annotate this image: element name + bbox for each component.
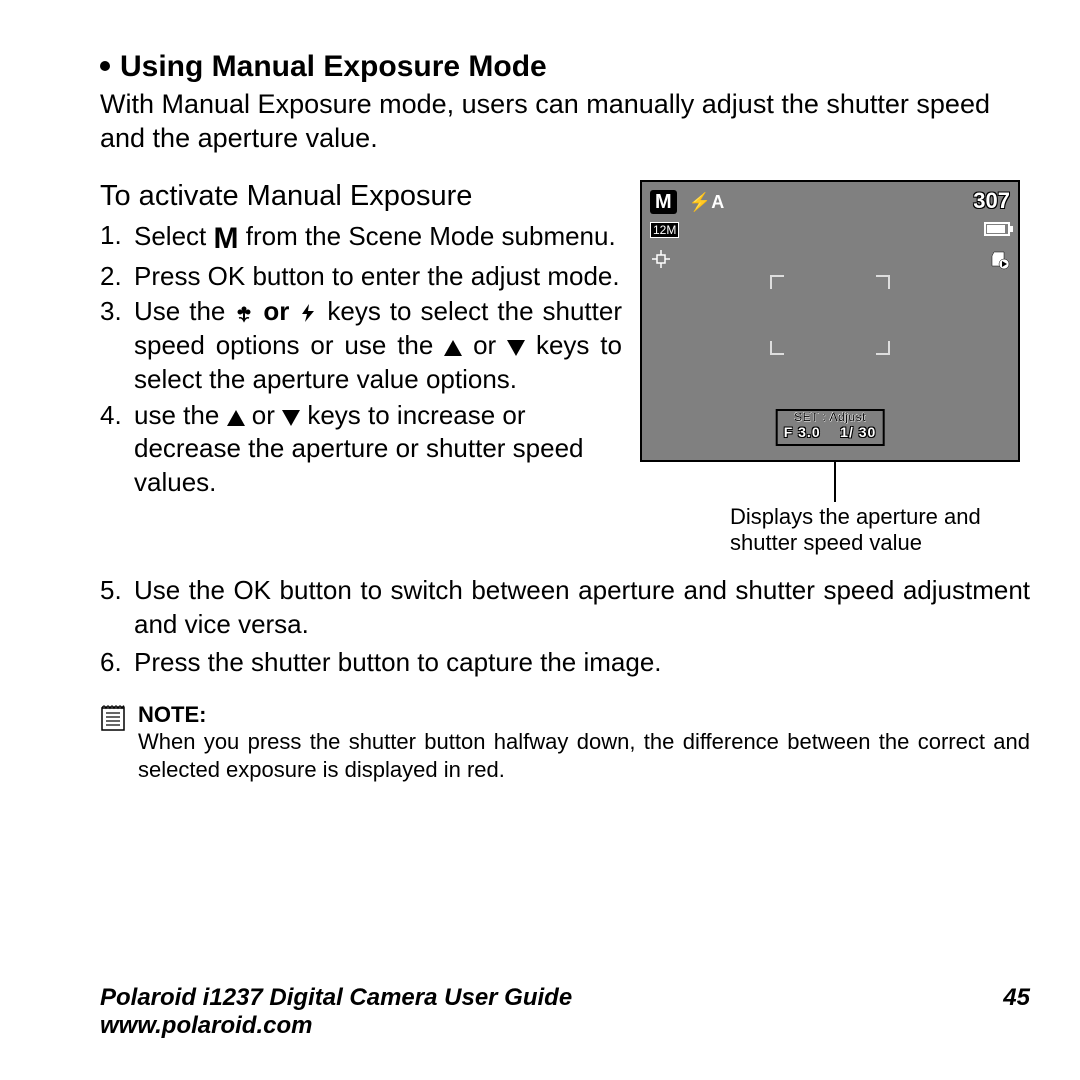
step-body: Use the OK button to switch between aper…	[134, 574, 1030, 642]
note-block: NOTE: When you press the shutter button …	[100, 702, 1030, 785]
battery-icon	[984, 222, 1010, 236]
lcd-right-icons	[984, 222, 1010, 236]
step-body: Select M from the Scene Mode submenu.	[134, 219, 622, 258]
set-adjust-label: SET : Adjust	[784, 411, 877, 423]
stabilizer-icon	[650, 248, 672, 275]
footer-left: Polaroid i1237 Digital Camera User Guide…	[100, 984, 572, 1040]
intro-paragraph: With Manual Exposure mode, users can man…	[100, 88, 1030, 156]
exposure-values: F 3.0 1/ 30	[784, 424, 877, 440]
macro-icon	[234, 303, 254, 323]
step-body: use the or keys to increase or decrease …	[134, 399, 622, 500]
step-3: 3. Use the or keys to select the shutter…	[100, 295, 622, 396]
section-heading: Using Manual Exposure Mode	[100, 50, 1030, 84]
step-number: 3.	[100, 295, 134, 396]
up-arrow-icon	[444, 340, 462, 356]
footer-title: Polaroid i1237 Digital Camera User Guide	[100, 984, 572, 1012]
memory-card-icon	[988, 248, 1010, 275]
step-body: Press the shutter button to capture the …	[134, 646, 1030, 680]
focus-brackets	[770, 275, 890, 355]
callout-line	[834, 462, 836, 502]
shot-count: 307	[973, 188, 1010, 214]
manual-page: Using Manual Exposure Mode With Manual E…	[0, 0, 1080, 1080]
step-body: Press OK button to enter the adjust mode…	[134, 260, 622, 294]
down-arrow-icon	[282, 410, 300, 426]
step-4: 4. use the or keys to increase or decrea…	[100, 399, 622, 500]
step-number: 5.	[100, 574, 134, 642]
step-2: 2. Press OK button to enter the adjust m…	[100, 260, 622, 294]
page-footer: Polaroid i1237 Digital Camera User Guide…	[100, 984, 1030, 1040]
mode-m-icon: M	[214, 222, 239, 255]
steps-list-2: 5. Use the OK button to switch between a…	[100, 574, 1030, 679]
step-body: Use the or keys to select the shutter sp…	[134, 295, 622, 396]
flash-icon	[298, 303, 318, 323]
page-number: 45	[1003, 984, 1030, 1040]
step-number: 4.	[100, 399, 134, 500]
lcd-topbar: M ⚡A 307	[650, 188, 1010, 214]
down-arrow-icon	[507, 340, 525, 356]
exposure-values-box: SET : Adjust F 3.0 1/ 30	[776, 409, 885, 446]
flash-indicator: ⚡A	[689, 192, 724, 212]
up-arrow-icon	[227, 410, 245, 426]
megapixel-indicator: 12M	[650, 222, 679, 238]
mode-indicator: M	[650, 190, 677, 214]
subheading: To activate Manual Exposure	[100, 180, 622, 213]
heading-text: Using Manual Exposure Mode	[120, 50, 547, 83]
footer-url: www.polaroid.com	[100, 1012, 572, 1040]
step-number: 6.	[100, 646, 134, 680]
bullet-icon	[100, 61, 110, 71]
shutter-value: 1/ 30	[840, 424, 876, 440]
step-1: 1. Select M from the Scene Mode submenu.	[100, 219, 622, 258]
steps-list-1: 1. Select M from the Scene Mode submenu.…	[100, 219, 622, 501]
lcd-left-icons: 12M	[650, 222, 679, 238]
figure-column: M ⚡A 307 12M	[640, 180, 1030, 557]
camera-lcd-preview: M ⚡A 307 12M	[640, 180, 1020, 462]
note-body: When you press the shutter button halfwa…	[138, 728, 1030, 785]
callout-text: Displays the aperture and shutter speed …	[640, 504, 1030, 557]
step-number: 2.	[100, 260, 134, 294]
step-6: 6. Press the shutter button to capture t…	[100, 646, 1030, 680]
text-column: To activate Manual Exposure 1. Select M …	[100, 180, 622, 557]
aperture-value: F 3.0	[784, 424, 821, 440]
note-label: NOTE:	[138, 702, 1030, 728]
note-content: NOTE: When you press the shutter button …	[138, 702, 1030, 785]
step-5: 5. Use the OK button to switch between a…	[100, 574, 1030, 642]
content-row: To activate Manual Exposure 1. Select M …	[100, 180, 1030, 557]
step-number: 1.	[100, 219, 134, 258]
note-icon	[100, 702, 128, 785]
